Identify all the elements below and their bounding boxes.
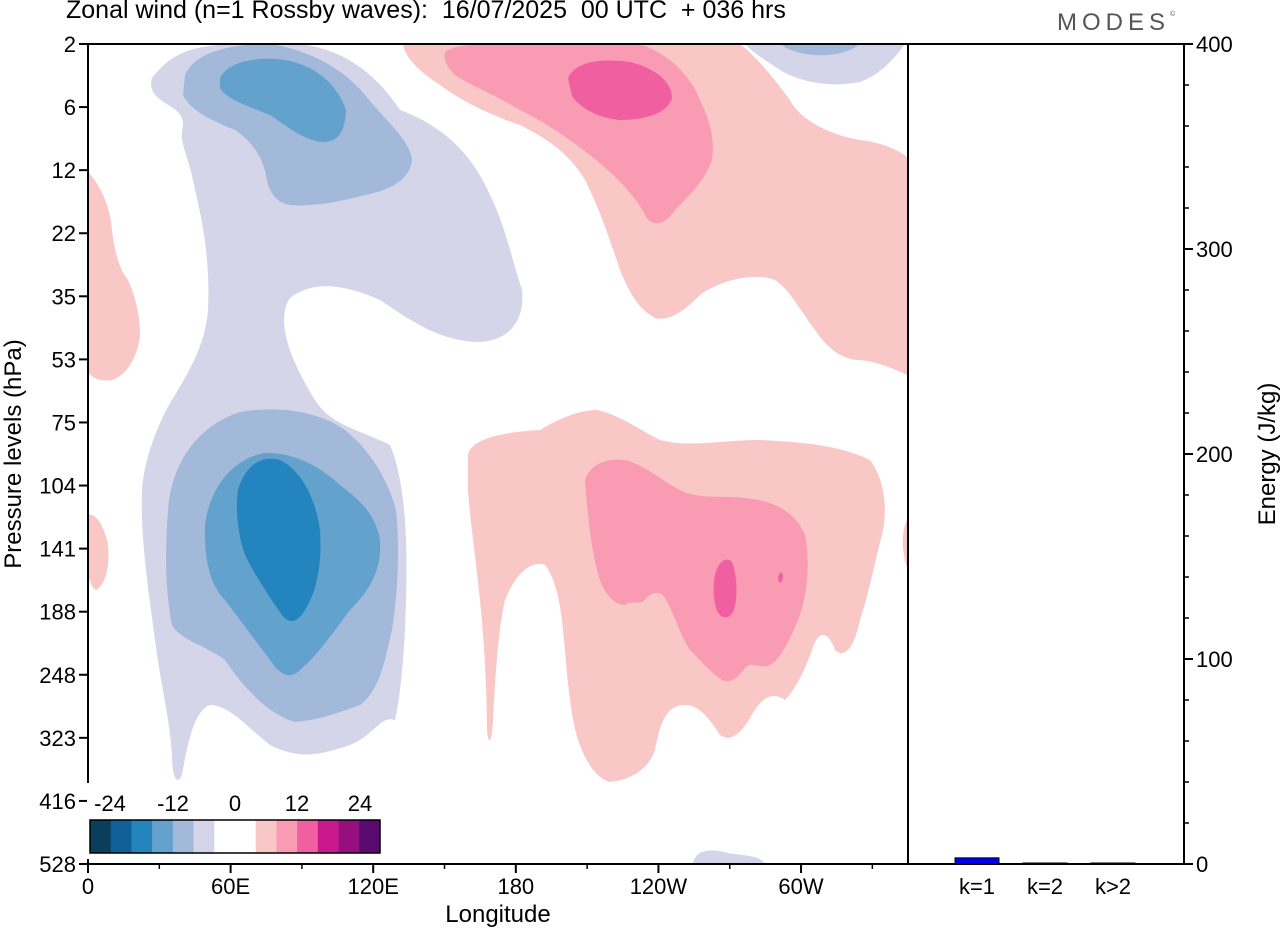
y-axis-title: Pressure levels (hPa) — [0, 339, 27, 568]
pressure-axis: 2 6 12 22 35 53 75 104 141 188 248 323 416 528 — [39, 32, 88, 877]
colorbar-swatch — [110, 820, 132, 853]
y-tick-label: 188 — [39, 600, 76, 625]
x-tick-label: 60W — [778, 874, 823, 899]
x-axis-title: Longitude — [445, 901, 550, 928]
colorbar-swatch — [193, 820, 215, 853]
colorbar-swatch — [317, 820, 339, 853]
x-tick-label: 120W — [630, 874, 688, 899]
contour-positive-left-edge-low — [88, 514, 109, 590]
colorbar-swatch — [255, 820, 277, 853]
colorbar-swatch — [214, 820, 236, 853]
energy-axis: 0 100 200 300 400 — [1184, 32, 1233, 877]
energy-tick-label: 400 — [1196, 32, 1233, 57]
contour-field — [88, 44, 908, 864]
y-tick-label: 75 — [52, 410, 76, 435]
y-tick-label: 12 — [52, 158, 76, 183]
contour-negative-top-right-inner — [780, 44, 860, 56]
brand-logo: MODES© — [1057, 9, 1175, 37]
energy-plot-frame — [907, 43, 1185, 865]
energy-tick-label: 200 — [1196, 442, 1233, 467]
y-tick-label: 6 — [64, 95, 76, 120]
contour-positive-upper-core — [568, 60, 672, 120]
colorbar-swatch — [297, 820, 319, 853]
y-tick-label: 53 — [52, 347, 76, 372]
x-tick-label: 0 — [82, 874, 94, 899]
colorbar-label: -12 — [157, 791, 189, 816]
energy-tick-label: 300 — [1196, 237, 1233, 262]
colorbar-swatch — [338, 820, 360, 853]
y-tick-label: 528 — [39, 852, 76, 877]
energy-bar-label: k>2 — [1095, 874, 1131, 899]
energy-bar-label: k=1 — [959, 874, 995, 899]
energy-tick-label: 0 — [1196, 852, 1208, 877]
brand-name: MODES — [1057, 9, 1171, 36]
colorbar-swatch — [152, 820, 174, 853]
contour-positive-lower-mid — [585, 459, 808, 682]
contour-negative-lower-core — [236, 458, 321, 622]
energy-tick-label: 100 — [1196, 647, 1233, 672]
contour-positive-lower-core — [713, 559, 737, 618]
colorbar-frame — [89, 819, 381, 854]
y-tick-label: 323 — [39, 726, 76, 751]
colorbar-swatch — [131, 820, 153, 853]
energy-bar — [954, 857, 1000, 865]
energy-bar-label: k=2 — [1027, 874, 1063, 899]
y-tick-label: 22 — [52, 221, 76, 246]
energy-bar — [1090, 862, 1136, 865]
y-tick-label: 35 — [52, 284, 76, 309]
contour-negative-top-right — [745, 44, 905, 85]
contour-negative-bottom — [693, 850, 765, 864]
contour-positive-right-edge — [902, 518, 908, 570]
colorbar-label: -24 — [94, 791, 126, 816]
y-tick-label: 2 — [64, 32, 76, 57]
energy-bars: k=1 k=2 k>2 — [954, 857, 1136, 899]
contour-negative-upper-core — [220, 58, 346, 143]
energy-bar — [1022, 862, 1068, 865]
colorbar-label: 24 — [348, 791, 372, 816]
colorbar-swatch — [359, 820, 381, 853]
chart-title: Zonal wind (n=1 Rossby waves): 16/07/202… — [66, 0, 786, 24]
x-tick-label: 120E — [348, 874, 399, 899]
contour-positive-left-edge — [88, 172, 140, 381]
colorbar-label: 12 — [285, 791, 309, 816]
colorbar-swatch — [172, 820, 194, 853]
x-tick-label: 180 — [497, 874, 534, 899]
contour-positive-lower-dot — [778, 572, 783, 583]
y-tick-label: 248 — [39, 663, 76, 688]
colorbar-swatch — [235, 820, 257, 853]
colorbar-swatch — [276, 820, 298, 853]
colorbar-swatch — [90, 820, 112, 853]
energy-axis-title: Energy (J/kg) — [1254, 383, 1280, 526]
colorbar-legend: -24 -12 0 12 24 — [87, 783, 383, 859]
x-tick-label: 60E — [211, 874, 250, 899]
y-tick-label: 104 — [39, 474, 76, 499]
y-tick-label: 141 — [39, 537, 76, 562]
colorbar-label: 0 — [229, 791, 241, 816]
y-tick-label: 416 — [39, 789, 76, 814]
copyright-mark: © — [1170, 11, 1176, 18]
longitude-axis: 0 60E 120E 180 120W 60W — [82, 864, 874, 899]
